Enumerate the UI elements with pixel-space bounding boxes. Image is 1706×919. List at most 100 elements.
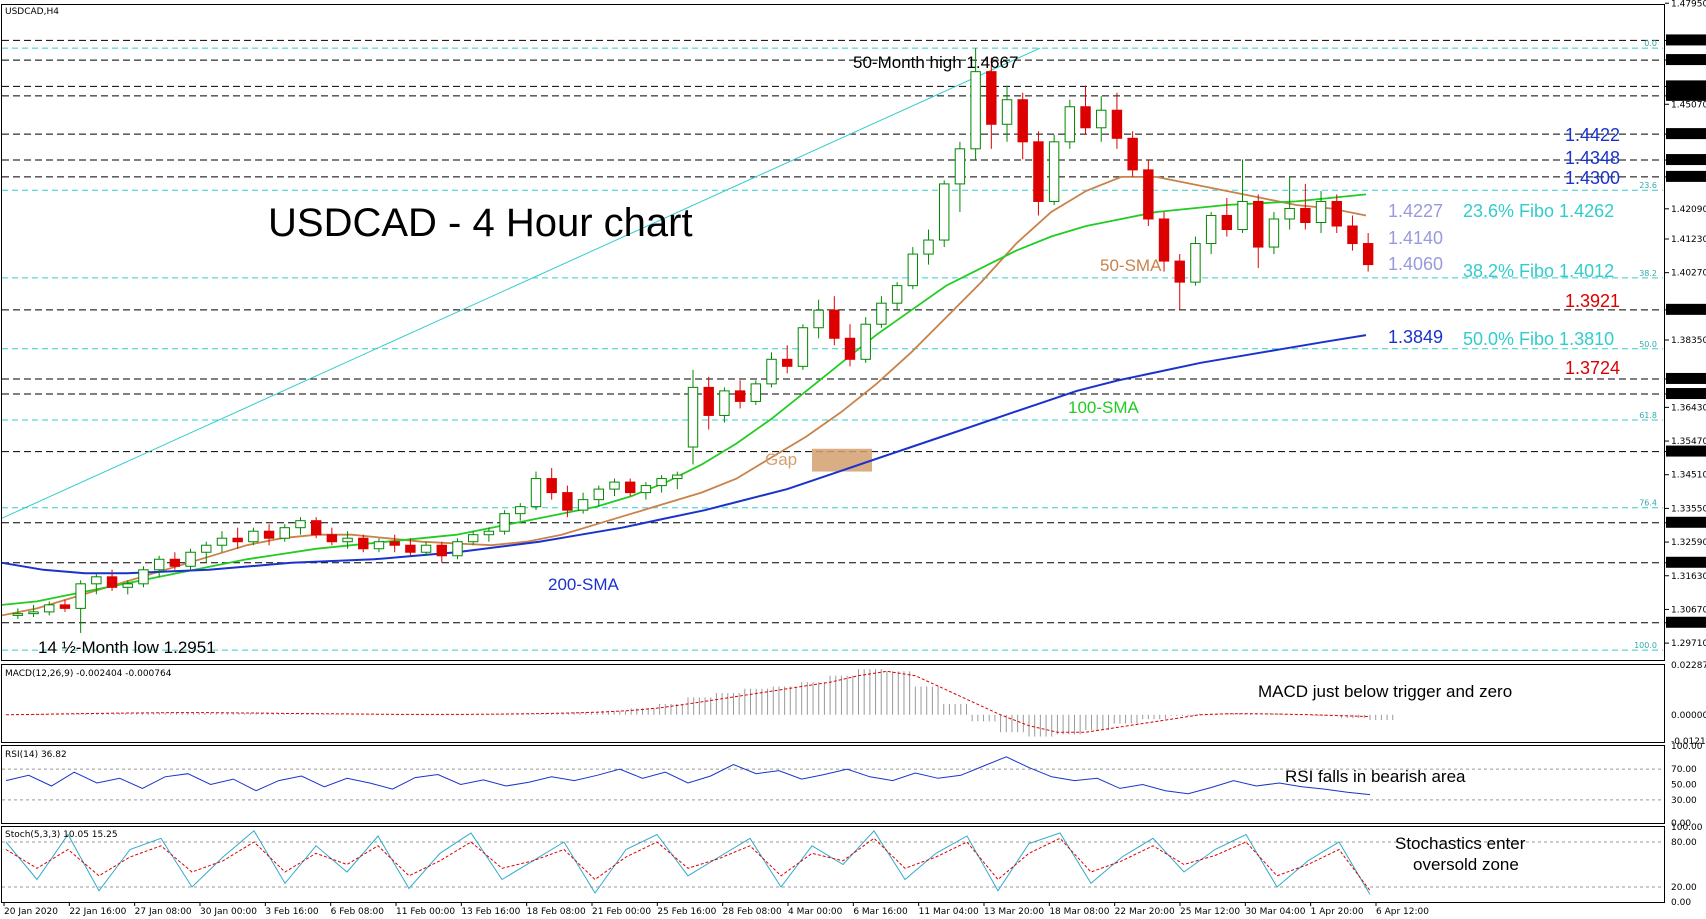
fib-level-label: 38.2 xyxy=(1639,269,1657,278)
price-tick-label: 1.46890 xyxy=(1669,36,1706,46)
price-tick-label: 1.46330 xyxy=(1669,56,1706,66)
macd-panel-border xyxy=(1,664,1665,743)
macd-tick-label: 0.000000 xyxy=(1671,711,1706,721)
main-panel-border xyxy=(1,4,1665,661)
candle-down xyxy=(986,71,997,125)
price-tag xyxy=(1666,54,1706,66)
time-tick-label: 20 Jan 2020 xyxy=(4,907,58,917)
candle-up xyxy=(530,478,542,508)
candle-down xyxy=(546,478,557,494)
candle-up xyxy=(295,520,306,529)
rsi-header: RSI(14) 36.82 xyxy=(5,750,67,760)
candle-up xyxy=(954,148,966,185)
candle-up xyxy=(939,183,950,241)
candle-up xyxy=(1268,218,1280,248)
candle-down xyxy=(703,386,714,416)
price-tick-label: 1.42090 xyxy=(1671,205,1706,215)
time-tick-label: 27 Jan 08:00 xyxy=(135,907,192,917)
candle-down xyxy=(1127,137,1138,171)
candle-down xyxy=(1253,200,1264,248)
price-tick-label: 1.30670 xyxy=(1671,605,1706,615)
candle-up xyxy=(1315,200,1327,223)
stoch-tick-label: 100.00 xyxy=(1671,823,1703,833)
price-tag xyxy=(1666,89,1706,101)
time-tick-label: 22 Mar 20:00 xyxy=(1115,907,1175,917)
candle-down xyxy=(734,390,746,402)
time-tick-label: 28 Feb 08:00 xyxy=(723,907,782,917)
price-tag xyxy=(1666,128,1706,140)
price-tick-label: 1.43000 xyxy=(1669,173,1706,183)
price-tag xyxy=(1666,616,1706,628)
price-tick-label: 1.34510 xyxy=(1671,471,1706,481)
candle-up xyxy=(44,604,55,613)
macd-tick-label: -0.012126 xyxy=(1671,737,1706,747)
fib-level-label: 76.4 xyxy=(1639,499,1657,508)
symbol-label: USDCAD,H4 xyxy=(5,7,59,17)
price-tick-label: 1.35170 xyxy=(1669,448,1706,458)
candle-up xyxy=(687,386,699,448)
rsi-tick-label: 100.00 xyxy=(1671,742,1703,752)
candle-up xyxy=(672,474,683,480)
resistance-1-4300: 1.4300 xyxy=(1565,168,1620,188)
candle-down xyxy=(624,481,636,494)
time-tick-label: 22 Jan 16:00 xyxy=(69,907,126,917)
price-tick-label: 1.45580 xyxy=(1669,82,1706,92)
stoch-tick-label: 0.00 xyxy=(1671,898,1691,908)
uptrend-line xyxy=(1,47,1041,519)
candle-up xyxy=(420,544,432,553)
candle-up xyxy=(1284,207,1295,220)
gap-box xyxy=(812,448,872,472)
fib-level-label: 50.0 xyxy=(1639,340,1657,349)
macd-comment: MACD just below trigger and zero xyxy=(1258,682,1512,701)
candle-up xyxy=(201,544,212,553)
candle-up xyxy=(609,481,620,490)
stoch-tick-label: 80.00 xyxy=(1671,838,1697,848)
candle-up xyxy=(28,611,39,615)
rsi-tick-label: 30.00 xyxy=(1671,796,1697,806)
price-tick-label: 1.47950 xyxy=(1671,0,1706,9)
time-tick-label: 11 Mar 04:00 xyxy=(919,907,979,917)
bb-1-4060: 1.4060 xyxy=(1388,254,1443,274)
low-annotation: 14 ½-Month low 1.2951 xyxy=(38,638,216,657)
candle-down xyxy=(169,558,181,567)
candle-up xyxy=(248,530,259,543)
time-tick-label: 18 Mar 08:00 xyxy=(1049,907,1109,917)
candle-up xyxy=(373,541,385,550)
candle-up xyxy=(1001,99,1013,125)
chart-title: USDCAD - 4 Hour chart xyxy=(268,201,693,245)
candle-down xyxy=(1362,243,1374,266)
price-tick-label: 1.35470 xyxy=(1671,437,1706,447)
stoch-comment-line1: Stochastics enter xyxy=(1395,834,1526,853)
candle-down xyxy=(1300,207,1311,223)
candle-up xyxy=(216,537,228,546)
resistance-1-4422: 1.4422 xyxy=(1565,125,1620,145)
candle-up xyxy=(1096,109,1107,129)
candle-up xyxy=(467,534,479,543)
gap-annotation: Gap xyxy=(765,450,797,469)
candle-down xyxy=(1080,106,1091,129)
price-tick-label: 1.44220 xyxy=(1669,130,1706,140)
candle-down xyxy=(436,544,447,557)
stoch-d-line xyxy=(5,837,1371,891)
stoch-tick-label: 20.00 xyxy=(1671,883,1697,893)
fibo-38-2-label: 38.2% Fibo 1.4012 xyxy=(1463,261,1614,281)
candle-up xyxy=(876,302,887,325)
bb-1-4140: 1.4140 xyxy=(1388,228,1443,248)
candle-up xyxy=(515,506,526,515)
time-axis: 20 Jan 2020 22 Jan 16:00 27 Jan 08:00 30 Ja… xyxy=(3,902,1429,917)
candle-down xyxy=(781,358,793,367)
candle-up xyxy=(640,485,652,494)
fib-level-label: 61.8 xyxy=(1639,411,1657,420)
price-tick-label: 1.32590 xyxy=(1671,538,1706,548)
price-tick-label: 1.41230 xyxy=(1671,235,1706,245)
time-tick-label: 18 Feb 08:00 xyxy=(527,907,586,917)
price-tick-label: 1.33140 xyxy=(1669,519,1706,529)
sma50-label: 50-SMA xyxy=(1100,256,1162,275)
price-tick-label: 1.30290 xyxy=(1669,619,1706,629)
candle-down xyxy=(1331,200,1342,227)
high-annotation: 50-Month high 1.4667 xyxy=(853,53,1018,72)
fibo-23-6-label: 23.6% Fibo 1.4262 xyxy=(1463,201,1614,221)
candle-up xyxy=(342,537,353,543)
ma-line-100-sma xyxy=(1,193,1367,606)
